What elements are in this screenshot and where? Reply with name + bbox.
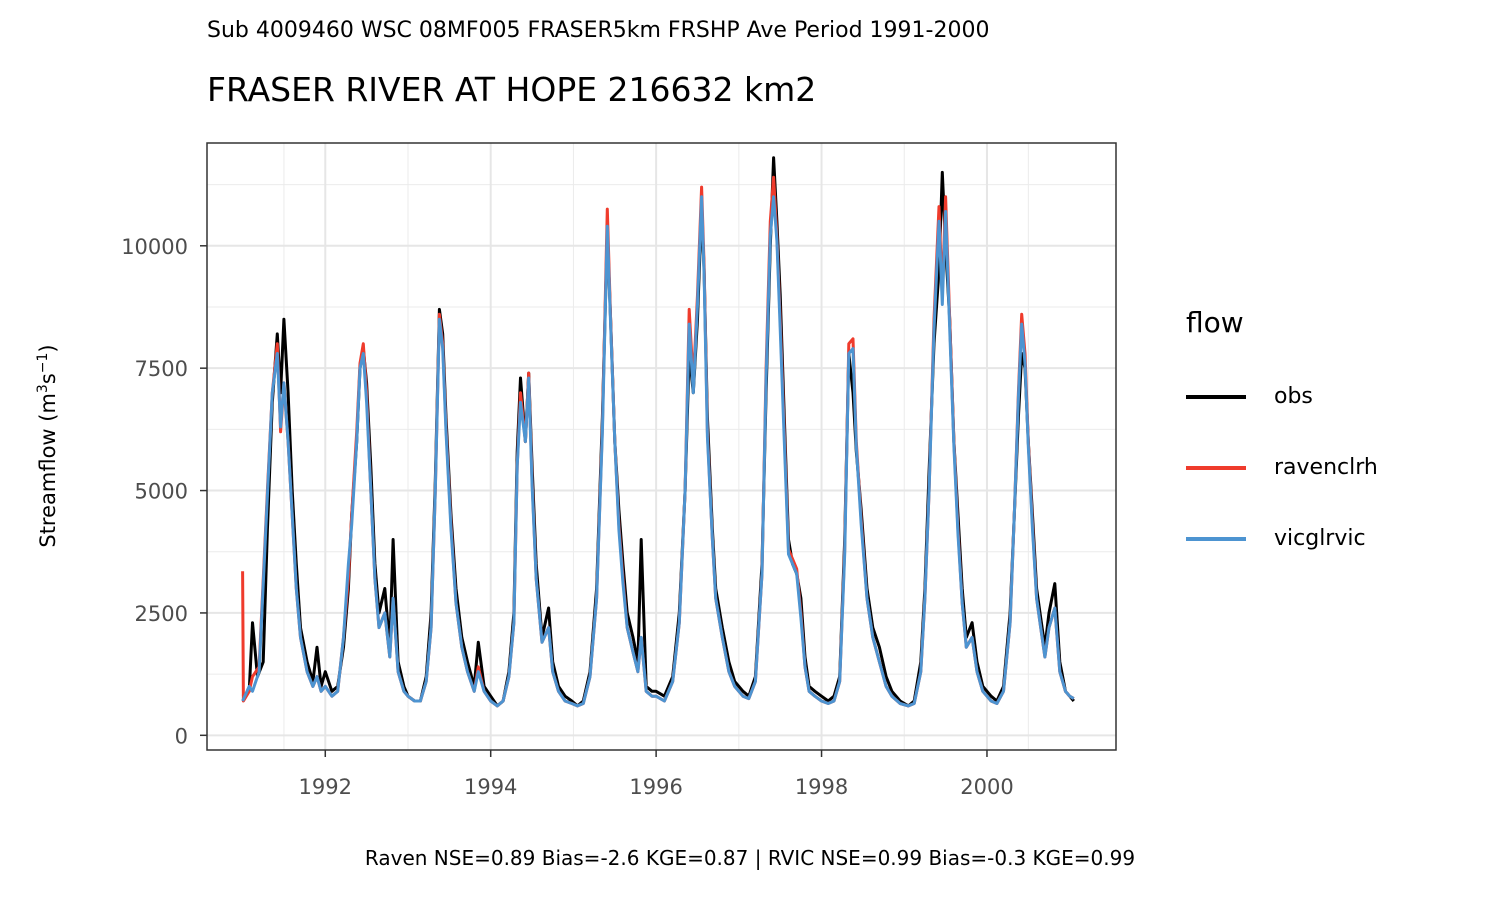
chart-subtitle: Sub 4009460 WSC 08MF005 FRASER5km FRSHP … (207, 18, 990, 43)
y-tick-label: 7500 (135, 357, 188, 381)
legend-item-ravenclrh: ravenclrh (1186, 432, 1378, 503)
legend-label: vicglrvic (1274, 526, 1366, 551)
legend-item-obs: obs (1186, 361, 1378, 432)
legend: flow obs ravenclrh vicglrvic (1186, 306, 1378, 574)
series-line-vicglrvic (241, 195, 1075, 708)
y-tick-label: 10000 (121, 235, 188, 259)
chart-caption: Raven NSE=0.89 Bias=-2.6 KGE=0.87 | RVIC… (364, 846, 1136, 870)
axes: 1992 1994 1996 1998 2000 0 2500 5000 7500 10000 (121, 235, 1014, 799)
legend-key-obs (1186, 394, 1246, 399)
x-tick-label: 2000 (960, 775, 1013, 799)
grid-lines (207, 143, 1116, 750)
x-tick-label: 1992 (299, 775, 352, 799)
y-tick-label: 2500 (135, 602, 188, 626)
x-tick-label: 1994 (464, 775, 517, 799)
legend-title: flow (1186, 306, 1244, 339)
chart-title: FRASER RIVER AT HOPE 216632 km2 (207, 70, 817, 109)
y-tick-label: 5000 (135, 480, 188, 504)
y-axis-title: Streamflow (m3s−1) (35, 344, 60, 547)
legend-label: obs (1274, 384, 1313, 409)
y-tick-label: 0 (175, 724, 188, 748)
legend-key-vicglrvic (1186, 536, 1246, 541)
series-lines (241, 156, 1075, 708)
legend-label: ravenclrh (1274, 455, 1378, 480)
x-tick-label: 1998 (795, 775, 848, 799)
legend-item-vicglrvic: vicglrvic (1186, 503, 1378, 574)
x-tick-label: 1996 (629, 775, 682, 799)
legend-key-ravenclrh (1186, 465, 1246, 470)
panel-border (206, 142, 1117, 751)
